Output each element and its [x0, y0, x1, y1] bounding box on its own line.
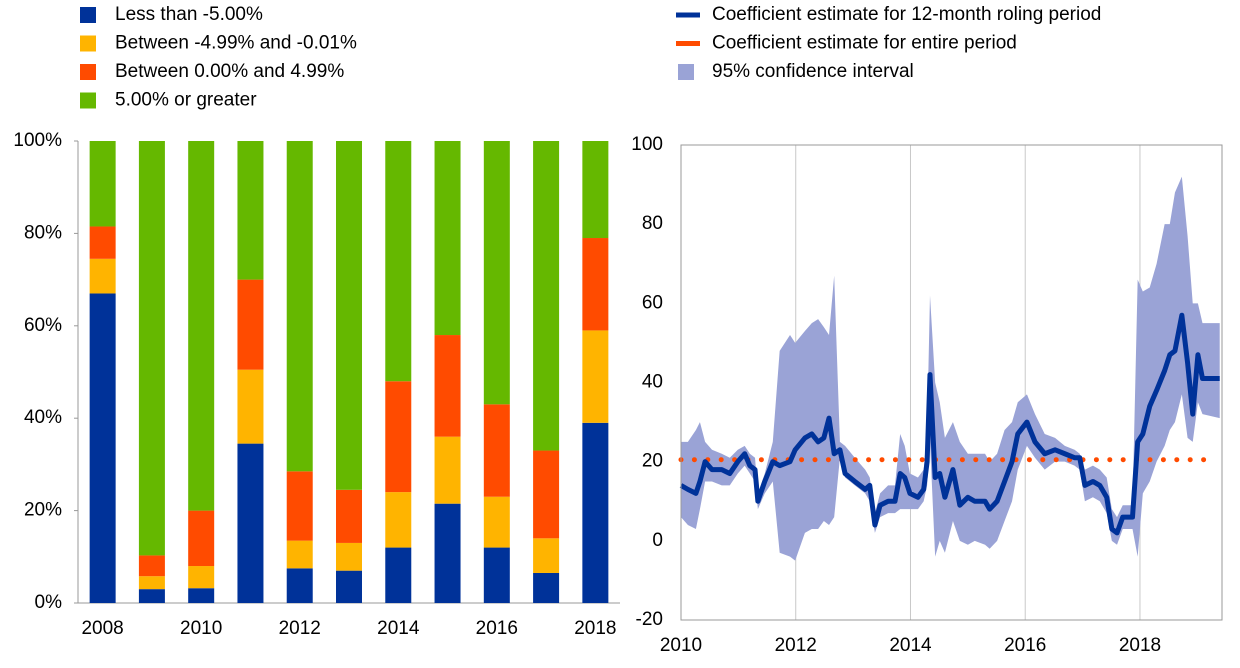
y-tick-label: 80%: [24, 222, 62, 243]
line: [679, 312, 1220, 536]
y-tick-label: 20%: [24, 500, 62, 521]
legend-label: Between 0.00% and 4.99%: [115, 61, 344, 82]
legend-label: 5.00% or greater: [115, 90, 257, 111]
y-tick-label: 80: [642, 213, 663, 234]
legend-label: Less than -5.00%: [115, 4, 263, 25]
bar-segment: [483, 404, 510, 497]
legend-swatch: [80, 35, 96, 52]
y-tick-label: 40: [642, 372, 663, 393]
y-tick-label: 0: [652, 530, 663, 551]
bar-segment: [286, 141, 313, 472]
bar-segment: [237, 279, 264, 370]
legend-swatch: [678, 64, 694, 80]
bar-segment: [188, 588, 215, 603]
x-tick-label: 2018: [574, 618, 616, 639]
x-tick-label: 2018: [1119, 635, 1161, 656]
bar-segment: [286, 568, 313, 603]
bar-segment: [483, 496, 510, 548]
bar-segment: [336, 489, 362, 543]
bar-segment: [138, 589, 165, 603]
bar-segment: [188, 510, 215, 567]
legend-swatch: [80, 64, 96, 80]
bar-segment: [237, 141, 264, 280]
bar-segment: [336, 141, 362, 490]
bar-segment: [582, 238, 609, 331]
bar-segment: [434, 335, 461, 437]
bar-segment: [434, 141, 461, 336]
bar-segment: [336, 542, 362, 571]
bar-segment: [385, 141, 412, 382]
bar-segment: [89, 226, 116, 259]
y-tick-label: 40%: [24, 407, 62, 428]
bar-segment: [533, 141, 560, 451]
bar-segment: [434, 503, 461, 603]
bar-segment: [286, 540, 313, 569]
bar-segment: [237, 443, 264, 603]
bar-segment: [237, 369, 264, 444]
bar-segment: [89, 258, 116, 294]
bar-segment: [385, 492, 412, 548]
y-tick-label: 60: [642, 292, 663, 313]
bar-segment: [138, 141, 165, 556]
x-tick-label: 2014: [377, 618, 420, 639]
y-tick-label: 60%: [24, 315, 62, 336]
bar-segment: [188, 141, 215, 511]
bar-segment: [582, 141, 609, 239]
y-tick-label: 100: [631, 134, 663, 155]
bar-segment: [533, 572, 560, 603]
bar-segment: [582, 330, 609, 423]
y-tick-label: 20: [642, 451, 663, 472]
bar-segment: [533, 450, 560, 539]
y-tick-label: -20: [636, 609, 663, 630]
x-tick-label: 2010: [660, 635, 702, 656]
y-tick-label: 0%: [35, 592, 63, 613]
bar-segment: [483, 547, 510, 603]
x-tick-label: 2012: [775, 635, 817, 656]
legend-swatch: [80, 7, 96, 23]
legend-swatch: [80, 92, 96, 109]
bar-segment: [138, 555, 165, 577]
bar-segment: [89, 293, 116, 603]
x-tick-label: 2016: [476, 618, 518, 639]
bar-segment: [483, 141, 510, 405]
confidence-band: [681, 176, 1220, 561]
x-tick-label: 2016: [1004, 635, 1046, 656]
bar-segment: [434, 436, 461, 504]
x-tick-label: 2008: [81, 618, 123, 639]
bar-segment: [286, 471, 313, 541]
bar-segment: [385, 381, 412, 493]
x-tick-label: 2010: [180, 618, 222, 639]
bar-segment: [138, 576, 165, 590]
legend-label: Coefficient estimate for 12-month roling…: [712, 4, 1101, 25]
legend-label: 95% confidence interval: [712, 61, 914, 82]
plot-frame: [680, 144, 1223, 621]
legend-label: Between -4.99% and -0.01%: [115, 33, 357, 54]
x-tick-label: 2014: [889, 635, 932, 656]
bar-segment: [89, 141, 116, 227]
y-tick-label: 100%: [13, 130, 62, 151]
bar-segment: [385, 547, 412, 603]
legend-label: Coefficient estimate for entire period: [712, 33, 1017, 54]
bar-segment: [582, 422, 609, 603]
bar-segment: [188, 566, 215, 589]
bar-segment: [336, 570, 362, 603]
bar-segment: [533, 538, 560, 573]
x-tick-label: 2012: [279, 618, 321, 639]
